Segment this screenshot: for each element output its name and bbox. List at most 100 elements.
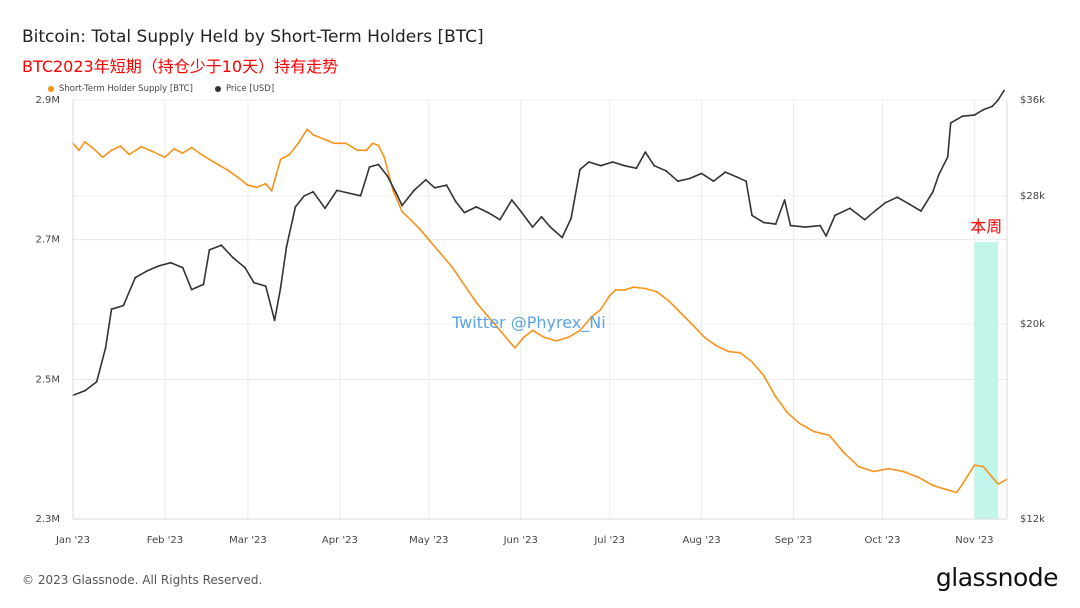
x-tick-label: Nov '23 — [955, 535, 993, 546]
legend-label-supply: Short-Term Holder Supply [BTC] — [59, 84, 193, 94]
x-tick-label: Jun '23 — [503, 535, 538, 546]
x-tick-label: Apr '23 — [322, 535, 358, 546]
data-point-price — [611, 161, 614, 163]
data-point-price — [433, 186, 436, 189]
data-point-price — [875, 208, 878, 211]
data-point-price — [884, 201, 887, 204]
data-point-supply — [392, 189, 395, 192]
data-point-supply — [623, 289, 626, 291]
data-point-price — [896, 196, 899, 199]
data-point-supply — [715, 344, 718, 347]
y-left-tick-label: 2.7M — [35, 235, 60, 246]
data-point-price — [561, 236, 564, 239]
data-point-price — [377, 163, 380, 166]
data-point-supply — [202, 155, 205, 157]
data-point-price — [244, 266, 246, 269]
data-point-price — [991, 105, 994, 108]
data-point-price — [825, 235, 827, 237]
data-point-supply — [499, 329, 501, 332]
data-point-price — [783, 199, 786, 201]
data-point-price — [110, 308, 113, 311]
data-point-price — [232, 256, 235, 259]
y-right-tick-label: $36k — [1020, 95, 1045, 106]
data-point-price — [181, 266, 184, 269]
data-point-price — [347, 192, 350, 195]
y-right-tick-label: $28k — [1020, 191, 1045, 202]
data-point-supply — [632, 286, 635, 289]
data-point-price — [445, 184, 448, 187]
data-point-price — [531, 226, 534, 229]
data-point-price — [519, 210, 522, 213]
data-point-price — [863, 218, 866, 221]
data-point-supply — [427, 238, 430, 241]
data-point-supply — [78, 149, 80, 152]
data-point-supply — [101, 156, 104, 159]
data-point-supply — [763, 374, 765, 377]
data-point-price — [220, 244, 223, 247]
data-point-supply — [644, 287, 647, 290]
data-point-price — [336, 189, 338, 192]
data-point-price — [202, 283, 205, 286]
data-point-supply — [691, 324, 694, 326]
data-point-supply — [739, 351, 741, 354]
legend-swatch-supply — [48, 86, 54, 92]
data-point-supply — [487, 315, 489, 318]
data-point-supply — [333, 142, 335, 145]
data-point-supply — [306, 128, 309, 131]
data-point-supply — [668, 300, 670, 302]
data-point-price — [169, 261, 172, 264]
y-right-tick-label: $12k — [1020, 514, 1045, 525]
data-point-supply — [279, 158, 282, 161]
data-point-supply — [439, 252, 442, 255]
y-left-tick-label: 2.9M — [35, 95, 60, 106]
y-left-tick-label: 2.5M — [35, 374, 60, 385]
legend-item-supply: Short-Term Holder Supply [BTC] — [48, 84, 193, 94]
text-layer: 2.3M 2.5M 2.7M 2.9M $12k $20k $28k $36k Jan '23 F… — [35, 95, 1045, 546]
data-point-supply — [264, 182, 267, 185]
legend-item-price: Price [USD] — [214, 84, 275, 94]
data-point-supply — [371, 142, 374, 145]
data-point-supply — [887, 467, 890, 470]
data-point-supply — [798, 422, 801, 425]
data-point-price — [700, 172, 703, 175]
data-point-price — [368, 166, 371, 168]
data-point-price — [724, 171, 727, 174]
data-point-supply — [902, 470, 905, 473]
data-point-price — [712, 180, 715, 183]
data-point-supply — [997, 483, 999, 485]
legend-label-price: Price [USD] — [225, 84, 275, 94]
data-point-supply — [288, 153, 291, 156]
data-point-price — [253, 281, 255, 284]
data-point-price — [982, 108, 985, 111]
x-tick-label: Sep '23 — [775, 535, 813, 546]
data-point-price — [932, 190, 934, 193]
data-point-supply — [727, 350, 730, 353]
highlight-label: 本周 — [970, 217, 1002, 236]
data-point-price — [413, 189, 415, 192]
data-point-supply — [226, 168, 229, 171]
data-point-supply — [238, 177, 240, 180]
data-point-price — [264, 285, 267, 287]
data-point-price — [122, 304, 125, 307]
data-point-supply — [321, 137, 323, 140]
data-point-price — [386, 175, 389, 177]
data-point-price — [635, 167, 638, 170]
highlight-layer — [974, 242, 999, 519]
data-point-supply — [843, 451, 845, 454]
data-point-price — [623, 164, 626, 167]
data-point-price — [146, 270, 149, 272]
data-point-price — [190, 288, 193, 291]
data-point-supply — [531, 329, 534, 332]
data-point-supply — [955, 491, 958, 494]
data-point-price — [540, 215, 543, 218]
x-tick-label: Oct '23 — [864, 535, 900, 546]
data-point-supply — [932, 484, 934, 487]
data-point-price — [1003, 89, 1005, 92]
data-point-supply — [982, 465, 985, 468]
y-right-tick-label: $20k — [1020, 319, 1045, 330]
data-point-supply — [973, 464, 976, 467]
data-point-supply — [579, 329, 581, 332]
legend-swatch-price — [214, 86, 221, 92]
data-point-price — [644, 151, 647, 154]
